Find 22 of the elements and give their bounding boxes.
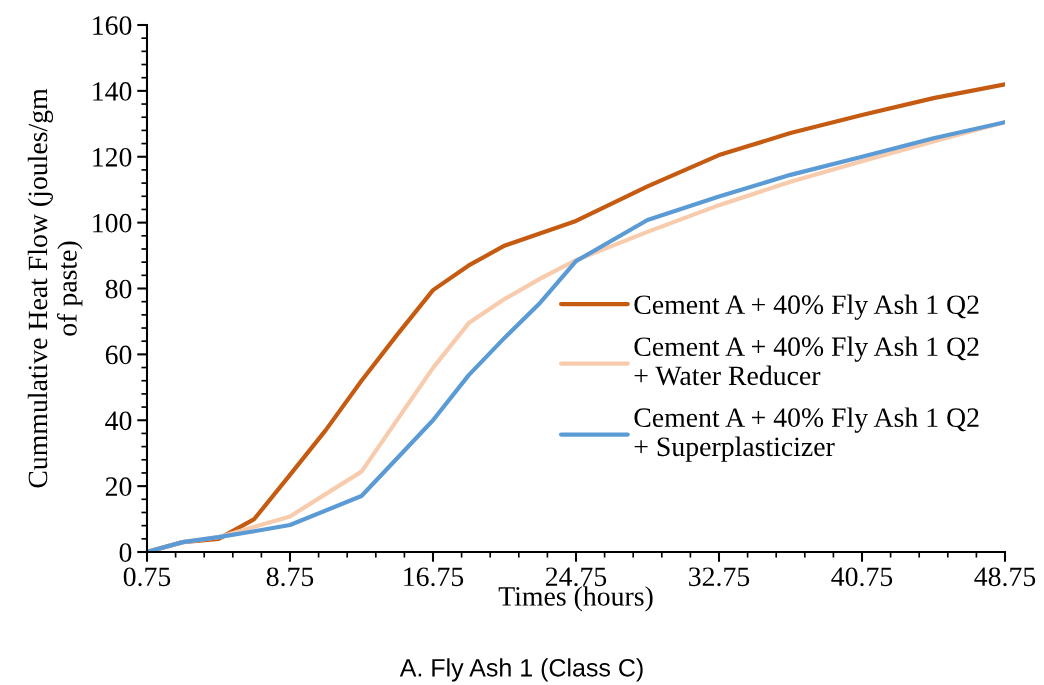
legend-label: Cement A + 40% Fly Ash 1 Q2 bbox=[634, 294, 979, 320]
legend-label: Cement A + 40% Fly Ash 1 Q2 + Water Reducer bbox=[634, 336, 979, 386]
y-tick-label: 0 bbox=[119, 543, 132, 562]
y-tick-label: 80 bbox=[105, 279, 132, 299]
x-tick-label: 48.75 bbox=[974, 567, 1036, 587]
x-tick-label: 16.75 bbox=[404, 567, 464, 587]
text: A. Fly Ash 1 (Class C) bbox=[399, 658, 643, 682]
y-tick-label: 40 bbox=[105, 411, 132, 431]
y-tick-label: 160 bbox=[93, 16, 132, 35]
y-tick-label: 100 bbox=[93, 213, 132, 233]
x-tick-label: 24.75 bbox=[545, 567, 607, 587]
y-tick-label: 140 bbox=[93, 82, 132, 101]
y-tick-label: 60 bbox=[105, 345, 132, 365]
y-axis-title: Cummulative Heat Flow (joules/gm of paste) bbox=[27, 88, 83, 488]
x-tick-label: 8.75 bbox=[266, 567, 314, 587]
x-tick-label: 40.75 bbox=[831, 567, 893, 587]
legend-label: Cement A + 40% Fly Ash 1 Q2 + Superplasticizer bbox=[634, 407, 979, 462]
x-tick-label: 32.75 bbox=[689, 567, 750, 587]
x-tick-label: 0.75 bbox=[123, 567, 171, 587]
y-tick-label: 120 bbox=[93, 147, 132, 167]
x-axis-title: Times (hours) bbox=[498, 586, 653, 612]
y-tick-label: 20 bbox=[105, 477, 132, 497]
